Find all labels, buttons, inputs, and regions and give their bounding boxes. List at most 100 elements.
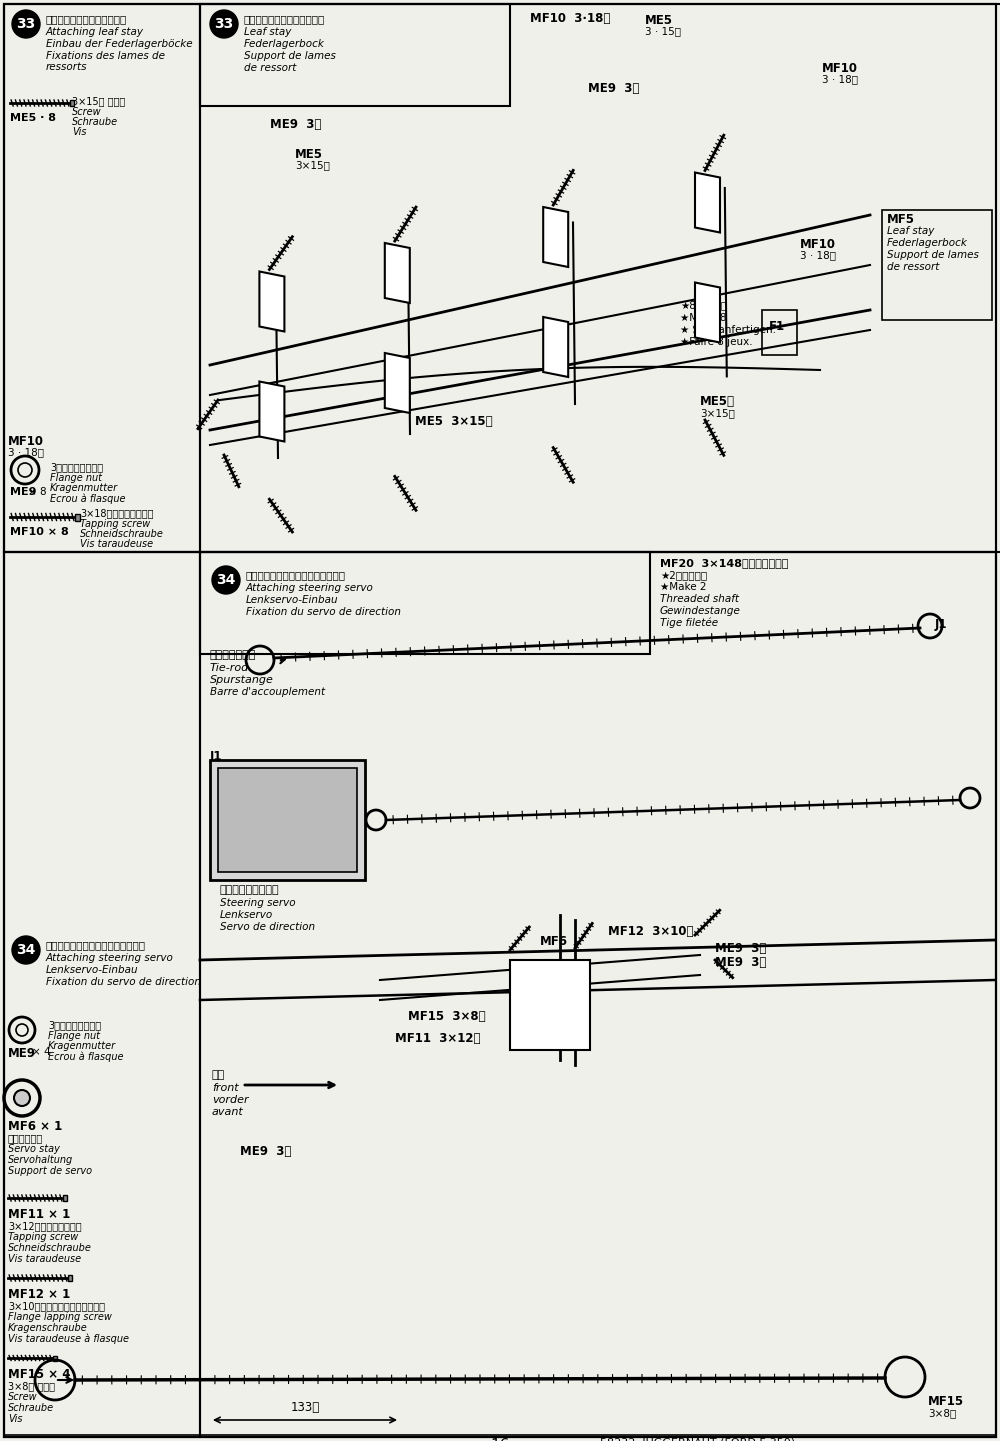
Text: 前側: 前側 — [212, 1071, 225, 1079]
Text: MF10: MF10 — [800, 238, 836, 251]
Text: Leaf stay: Leaf stay — [244, 27, 291, 37]
Text: Kragenmutter: Kragenmutter — [50, 483, 118, 493]
Bar — [762, 310, 797, 354]
Text: 3 · 18㎜: 3 · 18㎜ — [8, 447, 44, 457]
Text: avant: avant — [212, 1107, 244, 1117]
Text: ME5  3×15㎜: ME5 3×15㎜ — [415, 415, 493, 428]
Text: 3×15㎜ 丸ビス: 3×15㎜ 丸ビス — [72, 97, 125, 107]
Bar — [200, 552, 996, 1437]
Circle shape — [335, 775, 345, 785]
Circle shape — [225, 775, 235, 785]
Bar — [510, 960, 590, 1050]
Text: 3 · 15㎜: 3 · 15㎜ — [645, 26, 681, 36]
Polygon shape — [695, 173, 720, 232]
Text: Ecrou à flasque: Ecrou à flasque — [48, 1050, 124, 1062]
Text: Tapping screw: Tapping screw — [80, 519, 150, 529]
Text: Tige filetée: Tige filetée — [660, 618, 718, 628]
Text: Schneidschraube: Schneidschraube — [8, 1244, 92, 1254]
Text: Steering servo: Steering servo — [220, 898, 296, 908]
Text: 34: 34 — [16, 942, 36, 957]
Text: Support de servo: Support de servo — [8, 1166, 92, 1176]
Text: Lenkservo: Lenkservo — [220, 911, 273, 919]
Text: F1: F1 — [769, 320, 785, 333]
Text: Threaded shaft: Threaded shaft — [660, 594, 739, 604]
Text: × 8: × 8 — [28, 487, 47, 497]
Text: MF12 × 1: MF12 × 1 — [8, 1288, 70, 1301]
Text: Servo stay: Servo stay — [8, 1144, 60, 1154]
Text: 16: 16 — [490, 1438, 510, 1441]
Bar — [68, 1275, 72, 1281]
Text: vorder: vorder — [212, 1095, 249, 1105]
Text: ressorts: ressorts — [46, 62, 88, 72]
Text: Spurstange: Spurstange — [210, 674, 274, 684]
Text: Vis taraudeuse: Vis taraudeuse — [8, 1254, 81, 1264]
Text: Gewindestange: Gewindestange — [660, 607, 741, 615]
Text: 3×15㎜: 3×15㎜ — [700, 408, 735, 418]
Text: ME9  3㎜: ME9 3㎜ — [715, 955, 766, 968]
Text: ★Make 2: ★Make 2 — [660, 582, 706, 592]
Text: Federlagerbock: Federlagerbock — [887, 238, 968, 248]
Text: MF11  3×12㎜: MF11 3×12㎜ — [395, 1032, 480, 1045]
Bar — [70, 99, 74, 107]
Text: 34: 34 — [216, 574, 236, 586]
Bar — [53, 1356, 56, 1360]
Text: 3×10㎜フランジタッピングヒス: 3×10㎜フランジタッピングヒス — [8, 1301, 105, 1311]
Text: Vis taraudeuse: Vis taraudeuse — [80, 539, 153, 549]
Text: MF10  3·18㎜: MF10 3·18㎜ — [530, 12, 610, 24]
Text: （リーフステーのとりつけ）: （リーフステーのとりつけ） — [46, 14, 127, 24]
Text: （ステアリングサーボのとりつけ）: （ステアリングサーボのとりつけ） — [246, 571, 346, 579]
Text: Vis: Vis — [72, 127, 87, 137]
Text: Attaching leaf stay: Attaching leaf stay — [46, 27, 144, 37]
Text: Ecrou à flasque: Ecrou à flasque — [50, 493, 126, 503]
Text: 3×8㎜ 丸ビス: 3×8㎜ 丸ビス — [8, 1380, 55, 1391]
Bar — [63, 1195, 67, 1200]
Text: Schraube: Schraube — [8, 1404, 54, 1414]
Text: MF10 × 8: MF10 × 8 — [10, 527, 69, 537]
Text: Support de lames: Support de lames — [887, 249, 979, 259]
Text: ME9  3㎜: ME9 3㎜ — [240, 1146, 291, 1159]
Polygon shape — [543, 208, 568, 267]
Polygon shape — [543, 317, 568, 378]
Text: ME5 · 8: ME5 · 8 — [10, 112, 56, 122]
Text: ★8個作ります: ★8個作ります — [680, 300, 727, 310]
Text: ME9  3㎜: ME9 3㎜ — [715, 942, 766, 955]
Bar — [4, 4, 996, 552]
Text: Attaching steering servo: Attaching steering servo — [46, 953, 174, 963]
Text: MF15 × 4: MF15 × 4 — [8, 1368, 70, 1380]
Text: ★ Satz anfertigen.: ★ Satz anfertigen. — [680, 326, 776, 334]
Text: ME9: ME9 — [10, 487, 36, 497]
Text: front: front — [212, 1084, 239, 1094]
Text: Vis taraudeuse à flasque: Vis taraudeuse à flasque — [8, 1334, 129, 1344]
Circle shape — [12, 10, 40, 37]
Text: 3 · 18㎜: 3 · 18㎜ — [800, 249, 836, 259]
Text: ★Faire 8 jeux.: ★Faire 8 jeux. — [680, 337, 753, 347]
Text: MF10: MF10 — [8, 435, 44, 448]
Bar — [218, 768, 357, 872]
Text: Screw: Screw — [8, 1392, 38, 1402]
Text: 3×12㎜タッピングヒス: 3×12㎜タッピングヒス — [8, 1221, 82, 1231]
Text: Fixation du servo de direction: Fixation du servo de direction — [46, 977, 201, 987]
Text: Flange nut: Flange nut — [48, 1030, 100, 1040]
Circle shape — [212, 566, 240, 594]
Text: Screw: Screw — [72, 107, 102, 117]
Text: J1: J1 — [935, 618, 948, 631]
Text: ★2個作ります: ★2個作ります — [660, 571, 707, 579]
Circle shape — [225, 839, 235, 849]
Bar — [200, 4, 1000, 552]
Text: （タイロッド）: （タイロッド） — [210, 650, 256, 660]
Text: Flange lapping screw: Flange lapping screw — [8, 1311, 112, 1321]
Text: Schraube: Schraube — [72, 117, 118, 127]
Text: （リーフステーのとりつけ）: （リーフステーのとりつけ） — [244, 14, 325, 24]
Text: 3×15㎜: 3×15㎜ — [295, 160, 330, 170]
Polygon shape — [259, 382, 284, 441]
Text: Vis: Vis — [8, 1414, 22, 1424]
Text: Kragenmutter: Kragenmutter — [48, 1040, 116, 1050]
Text: ME5: ME5 — [295, 148, 323, 161]
Circle shape — [335, 839, 345, 849]
Text: ME9  3㎜: ME9 3㎜ — [270, 118, 321, 131]
Text: MF11 × 1: MF11 × 1 — [8, 1208, 70, 1221]
Text: ME5－: ME5－ — [700, 395, 735, 408]
Text: de ressort: de ressort — [244, 63, 296, 73]
Text: Tapping screw: Tapping screw — [8, 1232, 78, 1242]
Text: MF5: MF5 — [887, 213, 915, 226]
